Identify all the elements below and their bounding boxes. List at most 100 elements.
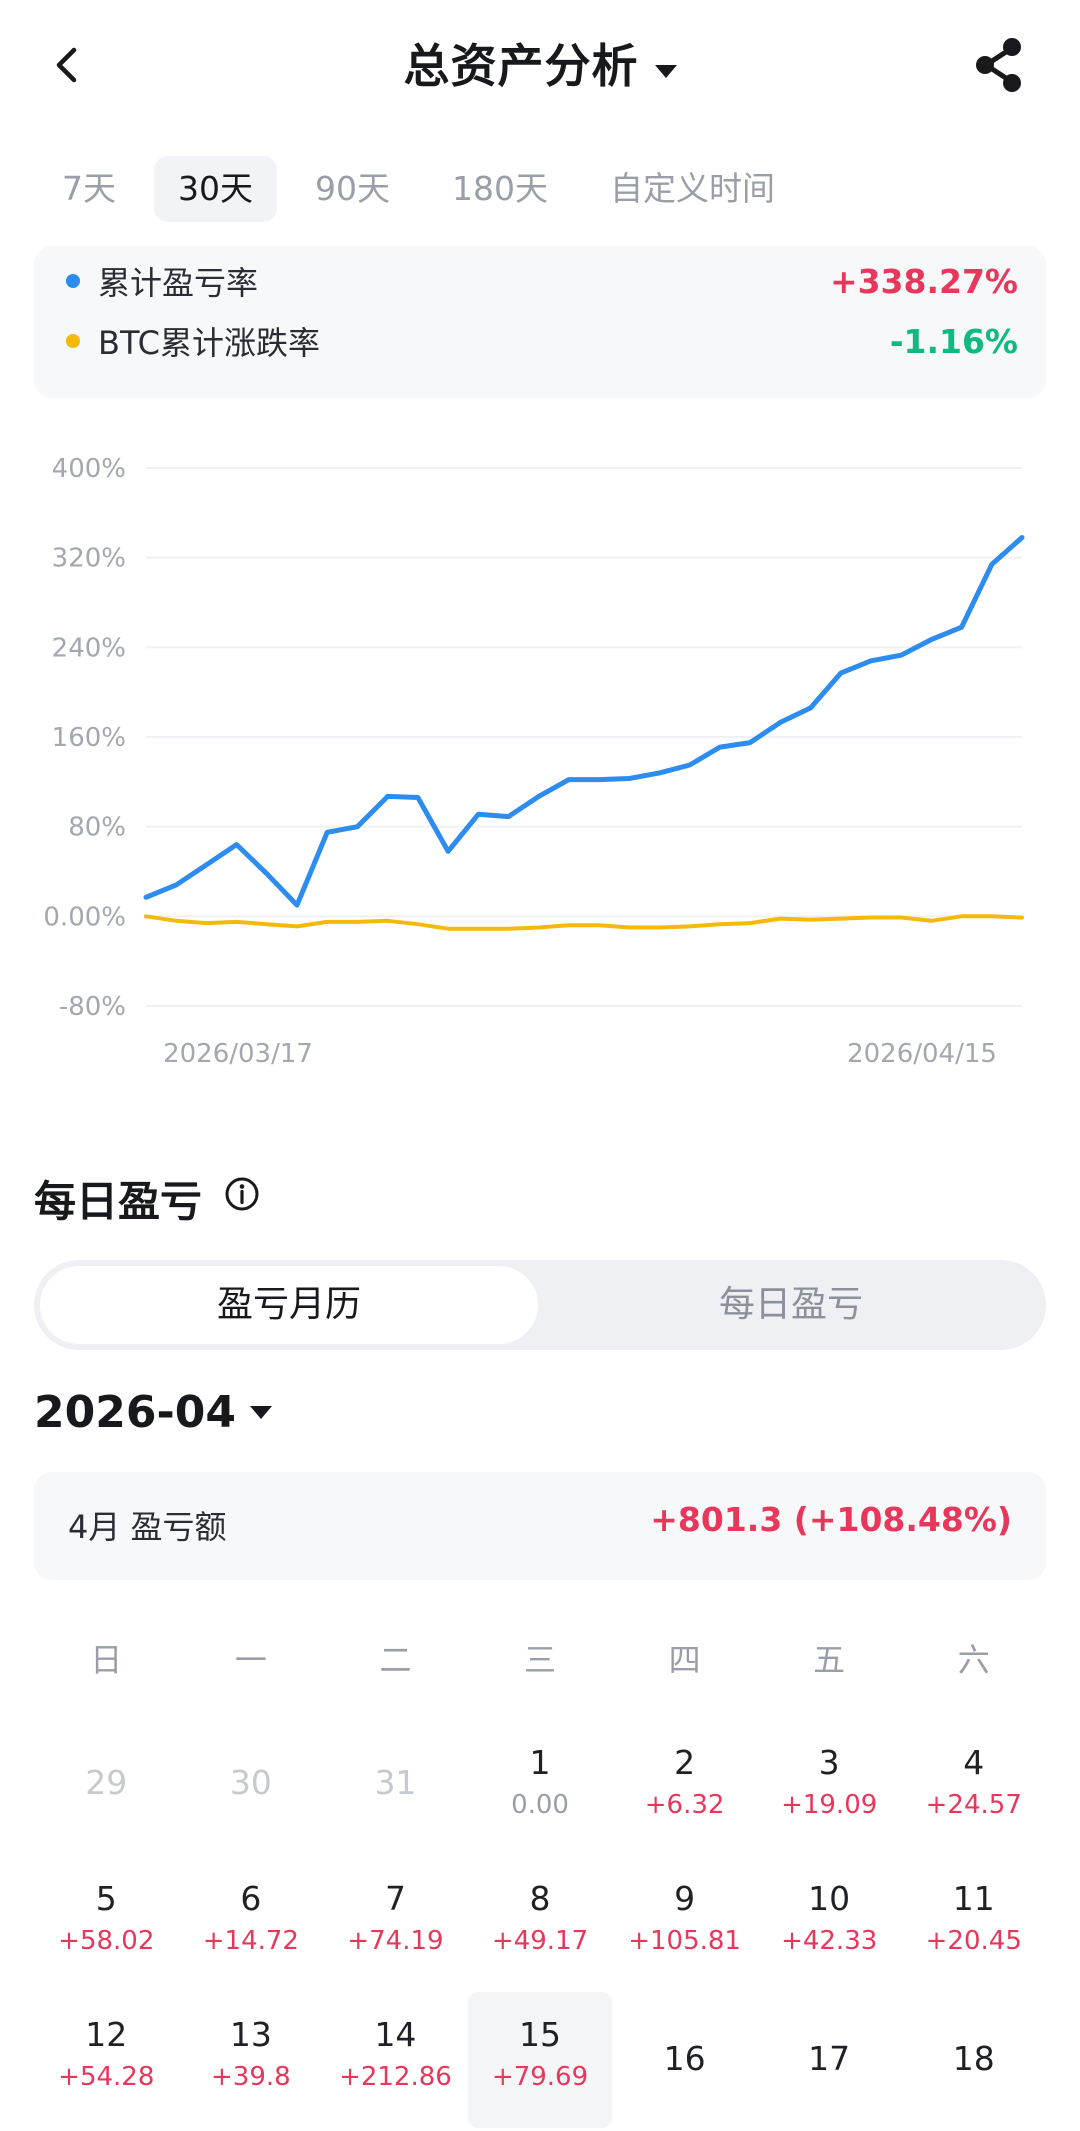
y-tick-label: 0.00% [43,902,126,932]
calendar-day-cell[interactable]: 10 +42.33 [757,1856,902,1992]
calendar-row: 29 30 31 1 0.00 2 +6.32 3 +19.09 4 +24.57 [34,1720,1046,1856]
daily-pnl-title: 每日盈亏 [34,1177,203,1226]
y-tick-label: 240% [52,633,126,663]
legend-cumulative-value: +338.27% [829,261,1018,301]
chevron-left-icon[interactable] [42,40,92,90]
tab-custom-time[interactable]: 自定义时间 [610,169,775,208]
yellow-dot-icon [66,334,80,348]
weekday-sat: 六 [957,1641,990,1679]
calendar-grid: 29 30 31 1 0.00 2 +6.32 3 +19.09 4 +24.57 5 +58.02 6 +… [34,1720,1046,2128]
blue-dot-icon [66,274,80,288]
calendar-day-number: 6 [240,1879,262,1918]
period-tabs: 7天 30天 90天 180天 自定义时间 [38,156,813,222]
month-selector[interactable]: 2026-04 [34,1382,272,1442]
calendar-day-cell[interactable]: 18 [901,1992,1046,2128]
calendar-day-pnl: +6.32 [644,1790,725,1820]
calendar-day-number: 30 [229,1763,272,1802]
segment-pnl-calendar[interactable]: 盈亏月历 [40,1266,538,1344]
tab-90d[interactable]: 90天 [315,169,390,208]
calendar-day-number: 17 [808,2039,851,2078]
tab-30d[interactable]: 30天 [154,156,277,222]
calendar-day-number: 10 [808,1879,851,1918]
x-tick-label: 2026/04/15 [847,1039,997,1069]
calendar-day-number: 29 [85,1763,128,1802]
calendar-day-cell: 31 [323,1720,468,1856]
calendar-day-pnl: 0.00 [511,1790,569,1820]
calendar-day-cell: 29 [34,1720,179,1856]
calendar-day-pnl: +24.57 [925,1790,1022,1820]
calendar-day-cell[interactable]: 14 +212.86 [323,1992,468,2128]
calendar-day-cell[interactable]: 12 +54.28 [34,1992,179,2128]
calendar-day-cell[interactable]: 6 +14.72 [179,1856,324,1992]
y-tick-label: 160% [52,723,126,753]
calendar-day-cell[interactable]: 13 +39.8 [179,1992,324,2128]
calendar-day-cell[interactable]: 4 +24.57 [901,1720,1046,1856]
series-line-cumulative [143,535,1025,908]
calendar-day-pnl: +19.09 [781,1790,878,1820]
calendar-day-number: 18 [952,2039,995,2078]
y-tick-label: -80% [59,992,126,1022]
legend-btc-label: BTC累计涨跌率 [98,324,320,362]
calendar-day-number: 1 [529,1743,551,1782]
calendar-day-cell[interactable]: 1 0.00 [468,1720,613,1856]
segment-daily-pnl[interactable]: 每日盈亏 [718,1284,863,1325]
weekday-tue: 二 [379,1641,412,1679]
calendar-day-number: 15 [519,2015,562,2054]
tab-180d[interactable]: 180天 [452,169,548,208]
weekday-sun: 日 [90,1641,123,1679]
calendar-day-number: 13 [229,2015,272,2054]
y-tick-label: 400% [52,454,126,484]
legend-cumulative-label: 累计盈亏率 [98,264,259,302]
page-title[interactable]: 总资产分析 [403,39,639,93]
legend-card: 累计盈亏率 +338.27% BTC累计涨跌率 -1.16% [34,246,1046,398]
month-summary-label: 4月 盈亏额 [68,1508,227,1546]
calendar-day-number: 12 [85,2015,128,2054]
calendar-day-pnl: +74.19 [347,1926,444,1956]
page-title-wrap[interactable]: 总资产分析 [0,30,1080,96]
calendar-weekday-header: 日 一 二 三 四 五 六 [34,1630,1046,1690]
share-icon[interactable] [968,34,1030,96]
legend-cumulative: 累计盈亏率 +338.27% [66,256,1018,306]
calendar-day-number: 14 [374,2015,417,2054]
month-selector-label[interactable]: 2026-04 [34,1386,236,1438]
info-icon[interactable] [224,1176,260,1212]
calendar-day-cell[interactable]: 5 +58.02 [34,1856,179,1992]
calendar-day-cell[interactable]: 9 +105.81 [612,1856,757,1992]
caret-down-icon[interactable] [249,1405,272,1419]
legend-btc: BTC累计涨跌率 -1.16% [66,316,1018,366]
calendar-day-cell[interactable]: 11 +20.45 [901,1856,1046,1992]
header: 总资产分析 [0,0,1080,130]
calendar-day-pnl: +20.45 [925,1926,1022,1956]
month-summary-card: 4月 盈亏额 +801.3 (+108.48%) [34,1472,1046,1580]
calendar-day-number: 2 [674,1743,696,1782]
calendar-day-number: 8 [529,1879,551,1918]
calendar-day-pnl: +14.72 [202,1926,299,1956]
calendar-day-cell[interactable]: 3 +19.09 [757,1720,902,1856]
caret-down-icon[interactable] [654,65,677,78]
calendar-day-pnl: +212.86 [339,2062,452,2092]
calendar-day-number: 9 [674,1879,696,1918]
calendar-day-cell[interactable]: 17 [757,1992,902,2128]
calendar-day-pnl: +58.02 [58,1926,155,1956]
calendar-day-cell[interactable]: 8 +49.17 [468,1856,613,1992]
pnl-line-chart: 400% 320% 240% 160% 80% 0.00% -80% 2026/03/17 20… [0,430,1080,1090]
weekday-mon: 一 [234,1641,267,1679]
calendar-day-cell[interactable]: 15 +79.69 [467,1992,613,2128]
calendar-day-cell[interactable]: 2 +6.32 [612,1720,757,1856]
calendar-day-pnl: +79.69 [491,2062,589,2092]
chart-svg: 400% 320% 240% 160% 80% 0.00% -80% 2026/03/17 20… [43,454,1025,1069]
tab-7d[interactable]: 7天 [62,169,116,208]
calendar-day-cell[interactable]: 16 [612,1992,757,2128]
calendar-day-number: 16 [663,2039,706,2078]
calendar-day-pnl: +54.28 [58,2062,155,2092]
calendar-day-pnl: +49.17 [491,1926,589,1956]
calendar-day-pnl: +105.81 [628,1926,741,1956]
y-tick-label: 320% [52,544,126,574]
calendar-day-cell[interactable]: 7 +74.19 [323,1856,468,1992]
weekday-thu: 四 [668,1641,701,1679]
x-tick-label: 2026/03/17 [163,1039,313,1069]
calendar-day-cell: 30 [179,1720,324,1856]
calendar-day-pnl: +39.8 [211,2062,291,2092]
y-tick-label: 80% [68,813,126,843]
weekday-fri: 五 [813,1641,846,1679]
